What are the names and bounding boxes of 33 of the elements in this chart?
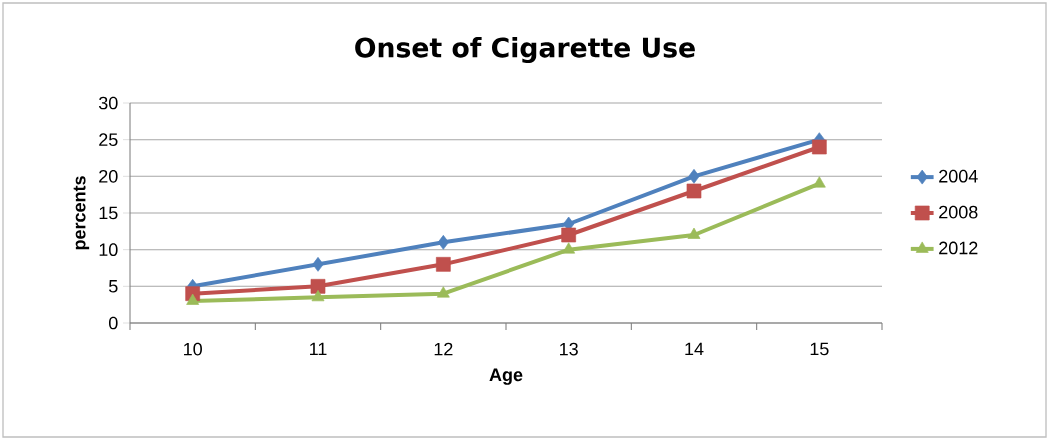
- x-axis-title: Age: [489, 368, 523, 385]
- point: [688, 168, 700, 184]
- y-tick-label: 20: [99, 169, 118, 183]
- x-tick-label: 13: [560, 342, 578, 356]
- point: [310, 278, 326, 294]
- x-tick-label: 14: [685, 342, 704, 356]
- legend-label: 2004: [939, 169, 978, 183]
- x-tick-label: 15: [810, 342, 829, 356]
- point: [312, 256, 324, 272]
- point: [311, 289, 325, 302]
- y-tick-label: 25: [99, 133, 118, 147]
- point: [687, 227, 701, 239]
- point: [437, 235, 449, 250]
- point: [561, 227, 577, 243]
- x-tick-label: 11: [310, 342, 327, 356]
- legend-label: 2012: [939, 241, 978, 255]
- y-tick-label: 30: [98, 96, 118, 110]
- x-tick-label: 12: [434, 342, 453, 356]
- y-tick-label: 10: [99, 243, 118, 257]
- point: [811, 139, 827, 155]
- point: [686, 183, 702, 199]
- chart-title: Onset of Cigarette Use: [355, 36, 695, 63]
- y-tick-label: 0: [109, 316, 118, 330]
- y-axis-title: percents: [73, 176, 90, 250]
- legend-label: 2008: [939, 205, 978, 219]
- point: [562, 242, 576, 254]
- y-tick-label: 5: [109, 280, 118, 293]
- x-tick-label: 10: [184, 342, 202, 356]
- point: [435, 256, 451, 272]
- point: [436, 286, 450, 298]
- y-tick-label: 15: [99, 206, 118, 220]
- point: [812, 176, 826, 188]
- point: [186, 293, 200, 305]
